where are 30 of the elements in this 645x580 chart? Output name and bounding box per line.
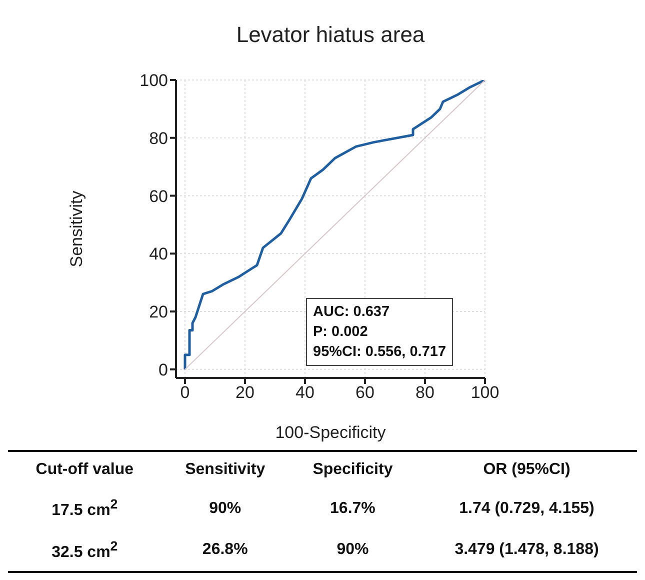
text: 1.74 (0.729, 4.155) (459, 500, 594, 517)
x-tick-label: 20 (236, 383, 254, 402)
text: 90% (336, 540, 369, 558)
text: 3.479 (1.478, 8.188) (454, 540, 599, 558)
text: 32.5 cm$^{2}$ (52, 538, 118, 561)
x-tick-label: 60 (356, 383, 374, 402)
text: Specificity (312, 461, 393, 478)
x-tick-label: 40 (296, 383, 314, 402)
x-tick-label: 100 (470, 383, 500, 402)
x-tick-label: 0 (180, 383, 190, 402)
y-tick-label: 80 (149, 128, 168, 148)
text: Sensitivity (185, 461, 266, 478)
x-tick-label: 80 (416, 383, 434, 402)
y-tick-label: 20 (149, 302, 168, 322)
annotation: P: 0.002 (313, 324, 368, 340)
text: 16.7% (330, 500, 376, 517)
y-tick-label: 100 (140, 71, 168, 90)
y-tick-label: 0 (158, 360, 168, 380)
y-tick-label: 60 (149, 186, 168, 206)
chart-title: Levator hiatus area (236, 22, 425, 47)
text: 17.5 cm$^{2}$ (52, 497, 118, 520)
text: OR (95%CI) (483, 461, 570, 478)
x-axis-title: 100-Specificity (275, 423, 386, 442)
annotation: 95%CI: 0.556, 0.717 (313, 344, 446, 360)
text: 26.8% (202, 540, 248, 558)
y-tick-label: 40 (149, 244, 168, 264)
annotation: AUC: 0.637 (313, 304, 390, 320)
y-axis-title: Sensitivity (67, 190, 86, 268)
text: 90% (209, 500, 242, 517)
text: Cut-off value (36, 461, 134, 478)
